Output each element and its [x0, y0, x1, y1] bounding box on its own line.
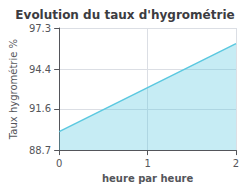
svg-text:97.3: 97.3	[29, 23, 51, 34]
svg-text:94.4: 94.4	[29, 64, 51, 75]
svg-text:Taux hygrométrie %: Taux hygrométrie %	[8, 39, 19, 140]
svg-text:88.7: 88.7	[29, 145, 51, 156]
svg-text:2: 2	[233, 158, 239, 169]
svg-text:heure par heure: heure par heure	[102, 173, 193, 184]
svg-text:Evolution du taux d'hygrométri: Evolution du taux d'hygrométrie	[15, 8, 234, 22]
svg-text:91.6: 91.6	[29, 103, 51, 114]
svg-text:0: 0	[56, 158, 62, 169]
svg-text:1: 1	[144, 158, 150, 169]
